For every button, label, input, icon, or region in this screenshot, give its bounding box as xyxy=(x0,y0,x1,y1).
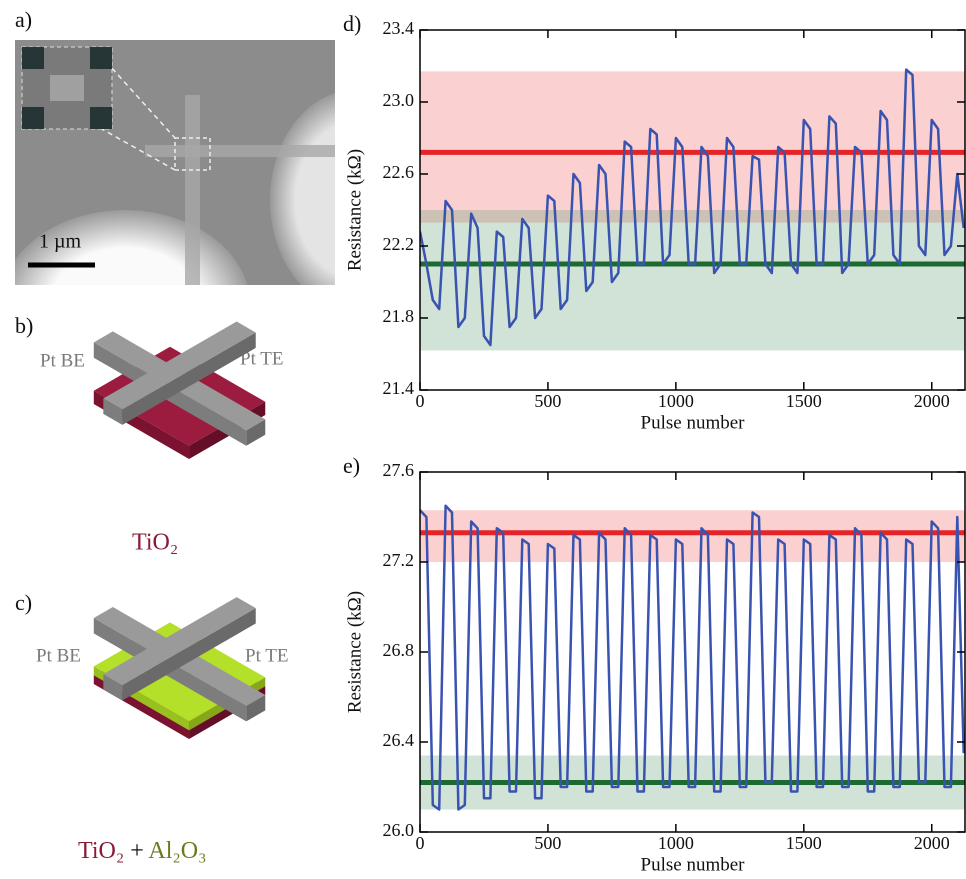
x-tick-label: 1500 xyxy=(786,833,822,853)
material-label: TiO₂ xyxy=(132,530,178,556)
y-tick-label: 22.6 xyxy=(383,162,415,182)
electrode-label: Pt BE xyxy=(36,645,81,666)
scale-bar-label: 1 µm xyxy=(39,231,82,253)
material: Al₂O₃ xyxy=(148,838,206,864)
x-tick-label: 2000 xyxy=(914,833,950,853)
y-tick-label: 21.4 xyxy=(383,378,415,398)
band xyxy=(420,71,965,223)
y-tick-label: 27.2 xyxy=(383,550,415,570)
y-tick-label: 26.4 xyxy=(383,730,415,750)
x-axis-label: Pulse number xyxy=(641,412,746,433)
data-line xyxy=(420,504,965,811)
x-tick-label: 0 xyxy=(416,833,425,853)
x-tick-label: 1500 xyxy=(786,391,822,411)
block-face xyxy=(246,419,266,446)
band xyxy=(420,210,965,351)
plot-frame xyxy=(419,29,966,391)
electrode-label: Pt BE xyxy=(40,350,85,371)
y-axis-label: Resistance (kΩ) xyxy=(344,149,365,271)
block-face xyxy=(103,321,256,410)
band xyxy=(420,510,965,562)
block-face xyxy=(122,608,256,701)
x-axis-label: Pulse number xyxy=(641,854,746,875)
y-tick-label: 26.0 xyxy=(383,820,415,840)
y-tick-label: 26.8 xyxy=(383,640,415,660)
material: TiO₂ xyxy=(78,838,124,864)
x-tick-label: 0 xyxy=(416,391,425,411)
x-tick-label: 1000 xyxy=(658,391,694,411)
plot-area xyxy=(420,68,965,351)
y-axis-label: Resistance (kΩ) xyxy=(344,591,365,713)
block-face xyxy=(246,695,266,722)
device-diagrams xyxy=(93,321,266,739)
block-face xyxy=(122,332,256,425)
block-face xyxy=(103,597,256,686)
x-tick-label: 500 xyxy=(534,833,561,853)
panel-label: d) xyxy=(343,11,361,36)
y-tick-label: 23.0 xyxy=(383,90,415,110)
x-tick-label: 2000 xyxy=(914,391,950,411)
panel-label: c) xyxy=(15,590,32,615)
data-line xyxy=(420,68,965,347)
panel-label: a) xyxy=(15,7,32,32)
sem-image xyxy=(15,40,335,285)
material-label: TiO₂ + Al₂O₃ xyxy=(78,838,207,864)
plus: + xyxy=(130,838,144,864)
y-tick-label: 21.8 xyxy=(383,306,415,326)
panel-label: e) xyxy=(343,453,360,478)
x-tick-label: 500 xyxy=(534,391,561,411)
electrode-label: Pt TE xyxy=(245,645,288,666)
plot-area xyxy=(420,504,965,811)
x-tick-label: 1000 xyxy=(658,833,694,853)
electrode-label: Pt TE xyxy=(240,348,283,369)
y-tick-label: 23.4 xyxy=(383,18,415,38)
y-tick-label: 22.2 xyxy=(383,234,415,254)
block-face xyxy=(103,674,123,701)
y-tick-label: 27.6 xyxy=(383,460,415,480)
panel-label: b) xyxy=(15,313,33,338)
block-face xyxy=(103,398,123,425)
